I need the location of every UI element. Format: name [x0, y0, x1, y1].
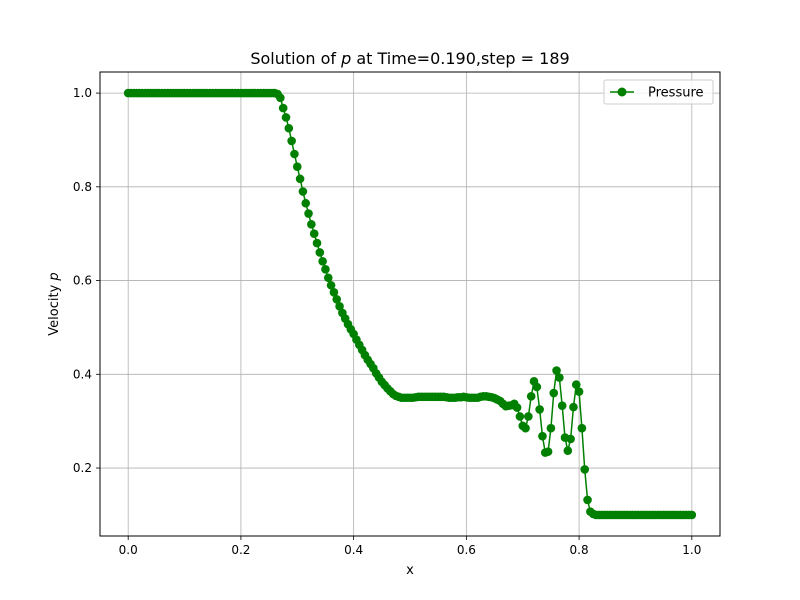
y-tick-label: 0.6	[73, 274, 92, 288]
y-axis-label-prefix: Velocity	[47, 281, 62, 336]
data-point	[526, 392, 536, 401]
data-point	[521, 423, 530, 433]
data-point	[284, 123, 294, 133]
data-point	[687, 510, 697, 520]
y-axis-label-variable: p	[47, 272, 62, 281]
data-point	[318, 257, 327, 266]
y-tick-label: 0.2	[73, 461, 92, 475]
legend-label-pressure: Pressure	[648, 86, 704, 101]
data-point	[276, 93, 285, 103]
x-tick-label: 0.8	[570, 543, 589, 557]
title-suffix: at Time=0.190,step = 189	[351, 49, 569, 68]
data-point	[295, 174, 305, 184]
data-point	[543, 447, 553, 456]
title-variable: p	[340, 49, 351, 68]
data-point	[580, 465, 590, 474]
data-point	[329, 287, 339, 297]
data-point	[332, 295, 342, 304]
legend: Pressure	[603, 79, 714, 105]
data-point	[312, 238, 322, 248]
x-tick-label: 1.0	[682, 543, 701, 557]
data-point	[326, 280, 336, 290]
data-point	[292, 162, 302, 171]
data-point	[290, 149, 299, 159]
y-tick-label: 0.4	[73, 367, 92, 381]
data-point	[583, 495, 592, 505]
data-point	[535, 405, 544, 414]
x-tick-label: 0.4	[344, 543, 363, 557]
data-point	[315, 248, 325, 257]
data-point	[552, 366, 561, 375]
data-point	[557, 401, 567, 411]
y-tick-label: 1.0	[73, 86, 92, 100]
x-tick-label: 0.2	[231, 543, 250, 557]
data-point	[532, 382, 542, 392]
y-axis-label: Velocity p	[47, 272, 62, 335]
data-point	[304, 209, 313, 218]
series-pressure	[123, 88, 697, 520]
y-tick-label: 0.8	[73, 180, 92, 194]
data-point	[287, 136, 296, 146]
data-point	[298, 187, 308, 196]
chart-title: Solution of p at Time=0.190,step = 189	[250, 49, 569, 68]
data-point	[323, 273, 333, 283]
data-point	[335, 302, 344, 311]
data-point	[321, 265, 330, 274]
data-point	[549, 388, 559, 398]
data-point	[515, 412, 525, 421]
data-point	[571, 380, 581, 389]
data-point	[309, 229, 319, 238]
x-tick-label: 0.6	[457, 543, 476, 557]
data-point	[281, 113, 291, 122]
data-point	[512, 403, 522, 412]
plot-frame	[99, 71, 721, 537]
data-point	[538, 431, 547, 441]
data-point	[569, 402, 578, 412]
axis-ticks: 0.0 0.2 0.4 0.6 0.8 1.0 0.2 0.4 0.6 0.8 1.0	[73, 86, 701, 557]
legend-box	[603, 79, 714, 105]
data-point	[577, 423, 587, 433]
data-point	[574, 387, 584, 396]
series-layer	[123, 88, 697, 520]
data-point	[555, 373, 564, 382]
data-point	[524, 412, 533, 421]
x-tick-label: 0.0	[119, 543, 138, 557]
data-point	[566, 434, 575, 444]
title-prefix: Solution of	[250, 49, 341, 68]
data-point	[546, 423, 556, 433]
data-point	[278, 103, 288, 113]
legend-marker-swatch	[617, 87, 627, 97]
data-point	[307, 220, 316, 229]
data-point	[301, 198, 311, 208]
x-axis-label: x	[406, 563, 414, 578]
data-point	[563, 446, 573, 456]
